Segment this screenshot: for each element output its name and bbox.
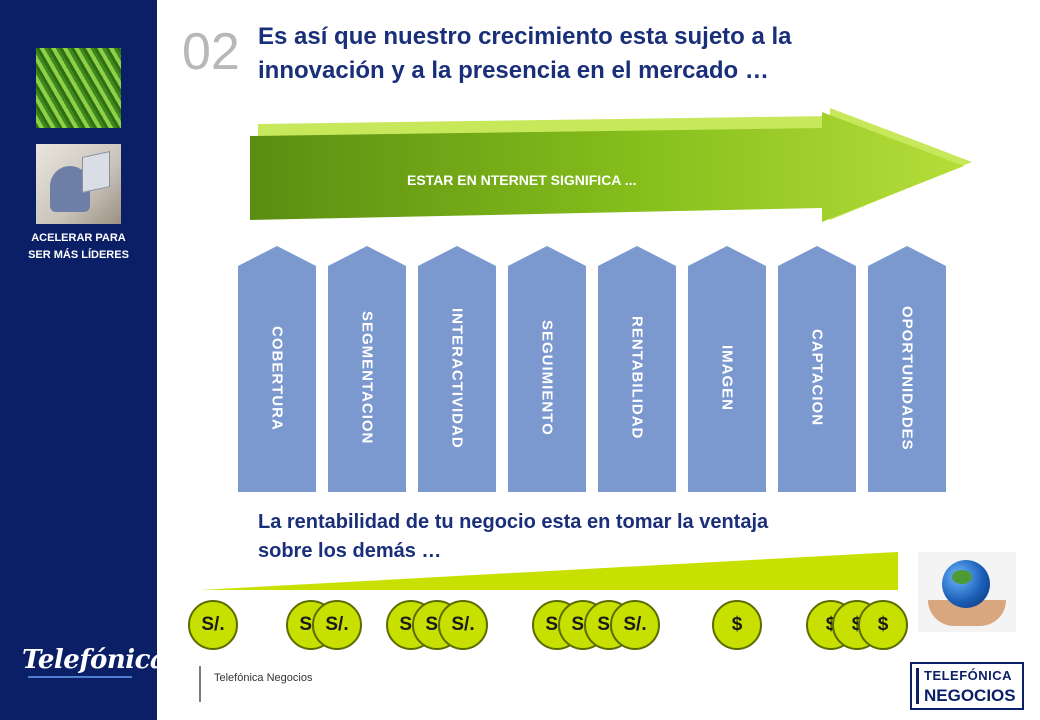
coin: S/. xyxy=(188,600,238,650)
big-green-arrow xyxy=(250,108,972,222)
pillar-label: OPORTUNIDADES xyxy=(898,305,916,451)
pillar-rentabilidad: RENTABILIDAD xyxy=(598,246,676,492)
subtitle-line-1: La rentabilidad de tu negocio esta en to… xyxy=(258,511,769,533)
pillar-label: INTERACTIVIDAD xyxy=(448,307,466,449)
sidebar-caption-line1: ACELERAR PARA xyxy=(31,232,126,244)
title-line-1: Es así que nuestro crecimiento esta suje… xyxy=(258,23,792,50)
subtitle-line-2: sobre los demás … xyxy=(258,540,442,562)
coin: $ xyxy=(858,600,908,650)
pillar-label: SEGUIMIENTO xyxy=(538,320,556,436)
coin: S/. xyxy=(312,600,362,650)
pillar-label: SEGMENTACION xyxy=(358,311,376,445)
pillar-interactividad: INTERACTIVIDAD xyxy=(418,246,496,492)
sidebar: ACELERAR PARA SER MÁS LÍDERES Telefónica xyxy=(0,0,167,720)
arrow-label: ESTAR EN NTERNET SIGNIFICA ... xyxy=(407,172,637,188)
pillar-seguimiento: SEGUIMIENTO xyxy=(508,246,586,492)
pillar-label: RENTABILIDAD xyxy=(628,316,646,440)
coin: S/. xyxy=(610,600,660,650)
coin: $ xyxy=(712,600,762,650)
pillar-label: CAPTACION xyxy=(808,329,826,427)
globe-in-hands-photo-icon xyxy=(918,552,1016,632)
footer-divider xyxy=(199,666,201,702)
telefonica-negocios-logo: TELEFÓNICA NEGOCIOS xyxy=(910,662,1024,710)
logo-line-1: TELEFÓNICA xyxy=(924,668,1013,683)
pillar-label: IMAGEN xyxy=(718,345,736,411)
grass-photo-icon xyxy=(36,48,121,128)
pillar-segmentacion: SEGMENTACION xyxy=(328,246,406,492)
pillar-label: COBERTURA xyxy=(268,325,286,431)
footer-text: Telefónica Negocios xyxy=(214,672,313,684)
coin: S/. xyxy=(438,600,488,650)
pillar-oportunidades: OPORTUNIDADES xyxy=(868,246,946,492)
logo-line-2: NEGOCIOS xyxy=(924,686,1016,705)
page-title: Es así que nuestro crecimiento esta suje… xyxy=(258,20,1018,88)
telefonica-logo: Telefónica xyxy=(22,645,167,675)
pillar-captacion: CAPTACION xyxy=(778,246,856,492)
pillar-cobertura: COBERTURA xyxy=(238,246,316,492)
sidebar-caption-line2: SER MÁS LÍDERES xyxy=(28,249,129,261)
slide-number: 02 xyxy=(182,23,240,81)
title-line-2: innovación y a la presencia en el mercad… xyxy=(258,57,769,84)
laptop-user-photo-icon xyxy=(36,144,121,224)
pillar-imagen: IMAGEN xyxy=(688,246,766,492)
subtitle: La rentabilidad de tu negocio esta en to… xyxy=(258,508,958,566)
logo-underline xyxy=(28,676,132,678)
growth-wedge xyxy=(200,552,898,590)
